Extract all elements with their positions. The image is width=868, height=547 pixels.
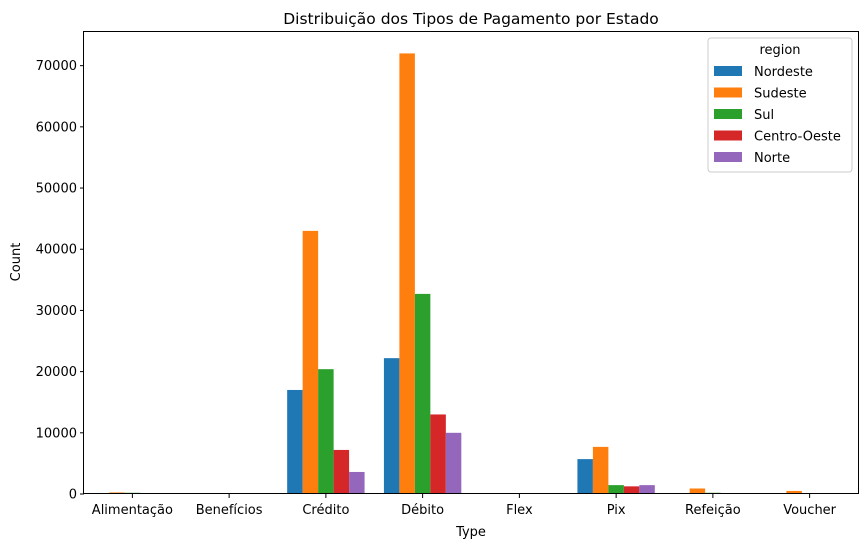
x-tick-label: Refeição [685,503,741,518]
y-tick-label: 50000 [36,182,77,197]
y-axis-label: Count [9,243,24,282]
x-tick-label: Alimentação [92,503,173,518]
x-tick-label: Débito [401,503,444,518]
plot-frame [83,31,859,494]
legend-label: Centro-Oeste [754,130,841,145]
legend-swatch [714,109,742,119]
bar-centro-oeste [430,414,446,494]
bar-sul [608,485,624,494]
legend-box [707,37,853,173]
bar-nordeste [383,358,400,494]
y-tick-label: 20000 [36,365,77,380]
legend-label: Nordeste [754,65,813,80]
legend-swatch [714,130,742,141]
x-axis-label: Type [455,525,486,540]
bar-sul [318,369,334,494]
y-tick-label: 0 [69,488,77,503]
x-tick-label: Voucher [783,503,836,518]
legend: region Nordeste Sudeste Sul Centro-Oeste Nort… [707,37,853,173]
bar-sudeste [399,53,415,495]
bar-sul [414,293,431,494]
bar-centro-oeste [623,486,640,494]
legend-label: Sul [754,108,774,123]
y-tick-label: 70000 [36,59,77,74]
bar-norte [349,471,365,494]
y-tick-label: 40000 [36,243,77,258]
bar-sudeste [302,230,319,494]
x-tick-label: Flex [506,503,533,518]
bar-nordeste [287,389,303,494]
legend-swatch [714,66,742,76]
y-tick-label: 10000 [36,426,77,441]
legend-label: Sudeste [754,87,807,102]
x-tick-label: Crédito [302,503,349,518]
bar-sudeste [786,490,802,494]
x-tick-label: Benefícios [196,503,263,518]
chart-title: Distribuição dos Tipos de Pagamento por … [283,10,659,28]
legend-label: Norte [754,151,790,166]
y-tick-label: 30000 [36,304,77,319]
bar-sudeste [689,488,706,494]
legend-swatch [714,87,742,98]
legend-title: region [759,43,800,58]
plot-area: 0 10000 20000 30000 40000 50000 60000 70000 Alim… [36,53,849,518]
legend-swatch [714,152,742,162]
bar-norte [445,432,462,494]
bar-sudeste [592,446,609,494]
bar-centro-oeste [333,449,350,494]
y-tick-label: 60000 [36,120,77,135]
bar-nordeste [577,459,593,494]
x-tick-label: Pix [607,503,626,518]
bar-norte [639,485,655,494]
